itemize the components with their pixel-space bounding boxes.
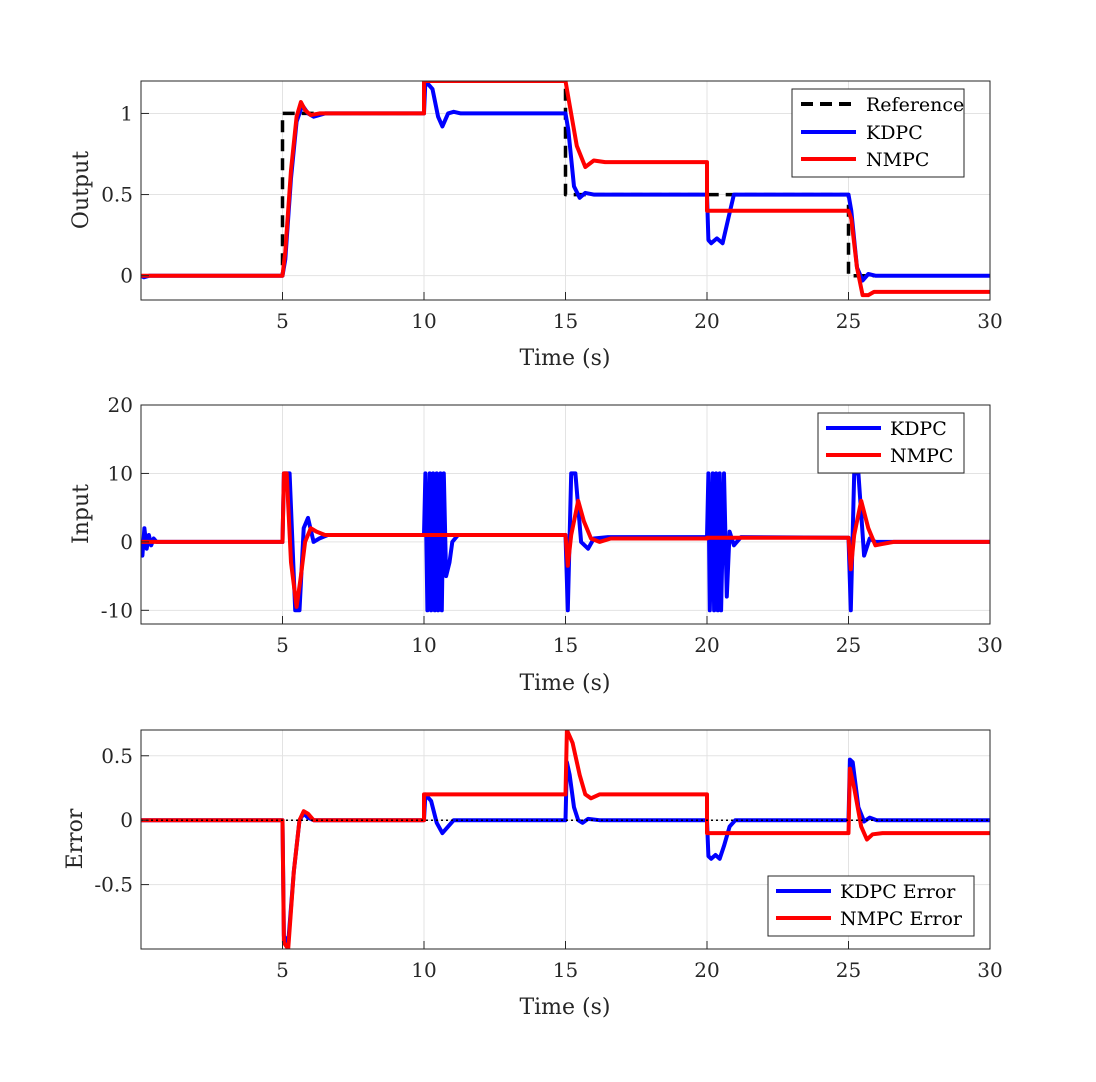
output-xtick-label: 15: [553, 309, 578, 333]
legend-label-nmpc: NMPC: [866, 149, 929, 171]
output-xtick-label: 5: [276, 309, 289, 333]
output-xtick-label: 25: [836, 309, 861, 333]
output-legend: Reference KDPC NMPC: [791, 88, 965, 178]
error-legend: KDPC Error NMPC Error: [767, 875, 975, 937]
error-ytick-label: 0.5: [101, 744, 133, 768]
input-xticks: 5 10 15 20 25 30: [276, 616, 1003, 657]
input-ylabel: Input: [69, 484, 94, 544]
input-legend-box: [817, 412, 965, 474]
input-xtick-label: 5: [276, 633, 289, 657]
error-yticks: -0.5 0 0.5: [94, 744, 149, 897]
error-ytick-label: 0: [120, 808, 133, 832]
input-xtick-label: 10: [411, 633, 436, 657]
input-xtick-label: 20: [694, 633, 719, 657]
output-xticks: 5 10 15 20 25 30: [276, 292, 1003, 333]
error-xtick-label: 10: [411, 958, 436, 982]
output-xtick-label: 20: [694, 309, 719, 333]
output-yticks: 00.51: [101, 101, 149, 288]
legend-label-kdpc: KDPC: [866, 122, 923, 144]
error-xtick-label: 20: [694, 958, 719, 982]
input-ytick-label: -10: [101, 598, 133, 622]
output-series-nmpc: [141, 81, 990, 298]
error-series: [141, 730, 990, 949]
panel-error: 5 10 15 20 25 30 -0.5 0 0.5 Time (s) Error KDPC…: [63, 729, 1003, 1020]
output-ytick-label: 0.5: [101, 183, 133, 207]
error-ylabel: Error: [63, 808, 88, 869]
legend-label-reference: Reference: [866, 94, 964, 116]
output-xlabel: Time (s): [519, 346, 610, 371]
input-legend: KDPC NMPC: [817, 412, 965, 474]
output-series-kdpc: [141, 81, 990, 283]
output-ylabel: Output: [69, 151, 94, 229]
output-series: [141, 81, 990, 298]
input-series: [141, 471, 990, 613]
input-xlabel: Time (s): [519, 671, 610, 696]
legend-label-kdpc-error: KDPC Error: [840, 881, 956, 903]
error-xlabel: Time (s): [519, 995, 610, 1020]
legend-label-nmpc-error: NMPC Error: [840, 908, 963, 930]
input-yticks: -10 0 10 20: [101, 393, 149, 622]
error-legend-box: [767, 875, 975, 937]
input-series-nmpc: [141, 471, 990, 609]
output-series-reference: [141, 81, 990, 278]
legend-label-nmpc: NMPC: [890, 445, 953, 467]
error-xtick-label: 15: [553, 958, 578, 982]
input-xtick-label: 15: [553, 633, 578, 657]
output-ytick-label: 0: [120, 264, 133, 288]
output-xtick-label: 10: [411, 309, 436, 333]
input-ytick-label: 0: [120, 530, 133, 554]
input-ytick-label: 10: [108, 461, 133, 485]
input-ytick-label: 20: [108, 393, 133, 417]
error-series-nmpc-error: [141, 730, 990, 949]
error-xticks: 5 10 15 20 25 30: [276, 941, 1003, 982]
input-xtick-label: 25: [836, 633, 861, 657]
input-xtick-label: 30: [977, 633, 1002, 657]
panel-output: 5 10 15 20 25 30 00.51 Time (s) Output Refere…: [69, 80, 1003, 371]
output-ytick-label: 1: [120, 101, 133, 125]
output-xtick-label: 30: [977, 309, 1002, 333]
error-xtick-label: 25: [836, 958, 861, 982]
error-ytick-label: -0.5: [94, 873, 133, 897]
panel-input: 5 10 15 20 25 30 -10 0 10 20 Time (s) Input KDPC…: [69, 393, 1003, 696]
input-series-kdpc: [141, 471, 990, 613]
error-xtick-label: 30: [977, 958, 1002, 982]
error-xtick-label: 5: [276, 958, 289, 982]
legend-label-kdpc: KDPC: [890, 418, 947, 440]
